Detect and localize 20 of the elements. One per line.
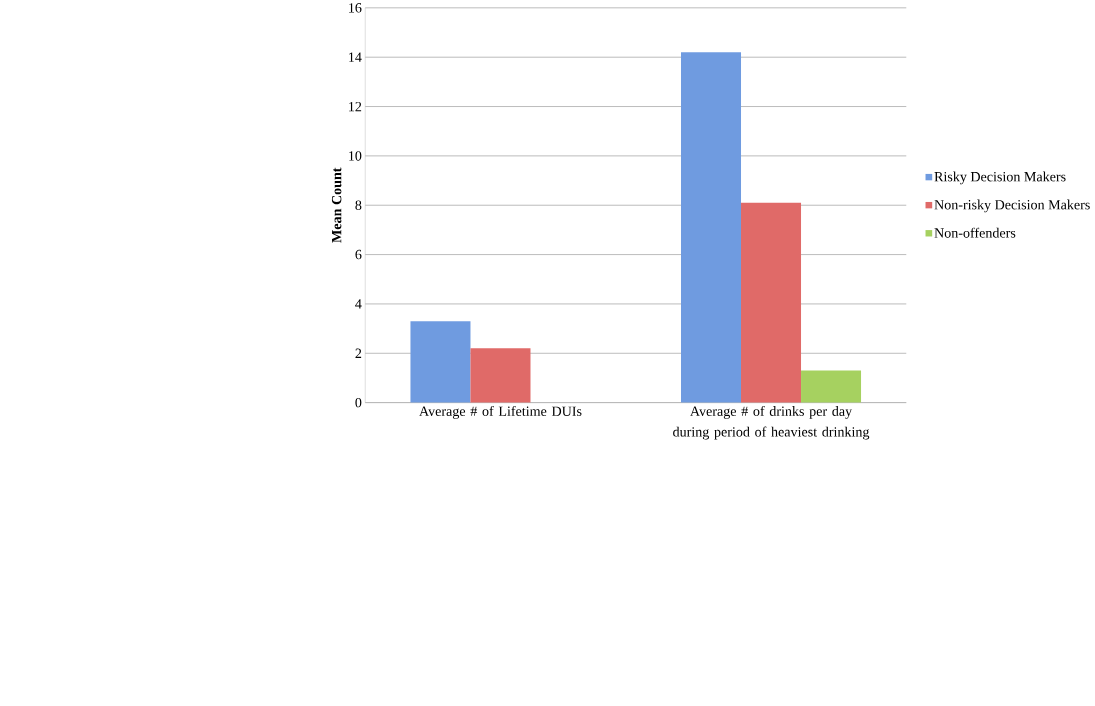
bar xyxy=(801,370,862,403)
x-tick-label: Average # of drinks per day during period of heaviest drinking xyxy=(673,405,870,440)
y-tick-label: 10 xyxy=(349,151,362,161)
bar xyxy=(470,348,531,403)
y-tick-label: 12 xyxy=(349,101,362,112)
x-tick-label: Average # of Lifetime DUIs xyxy=(419,405,582,419)
y-axis-title: Mean Count xyxy=(331,167,342,243)
legend-label: Non-risky Decision Makers xyxy=(934,199,1090,213)
y-tick-label: 8 xyxy=(355,200,362,210)
y-tick-label: 16 xyxy=(349,3,362,13)
y-tick-label: 6 xyxy=(355,249,362,260)
bar xyxy=(681,52,742,403)
y-tick-label: 14 xyxy=(349,52,362,62)
y-tick-label: 2 xyxy=(355,348,362,358)
y-tick-label: 4 xyxy=(355,299,362,309)
legend-label: Risky Decision Makers xyxy=(934,171,1066,185)
bar xyxy=(741,202,802,403)
legend-label: Non-offenders xyxy=(934,227,1016,238)
y-tick-label: 0 xyxy=(355,397,362,408)
bar xyxy=(410,321,471,403)
